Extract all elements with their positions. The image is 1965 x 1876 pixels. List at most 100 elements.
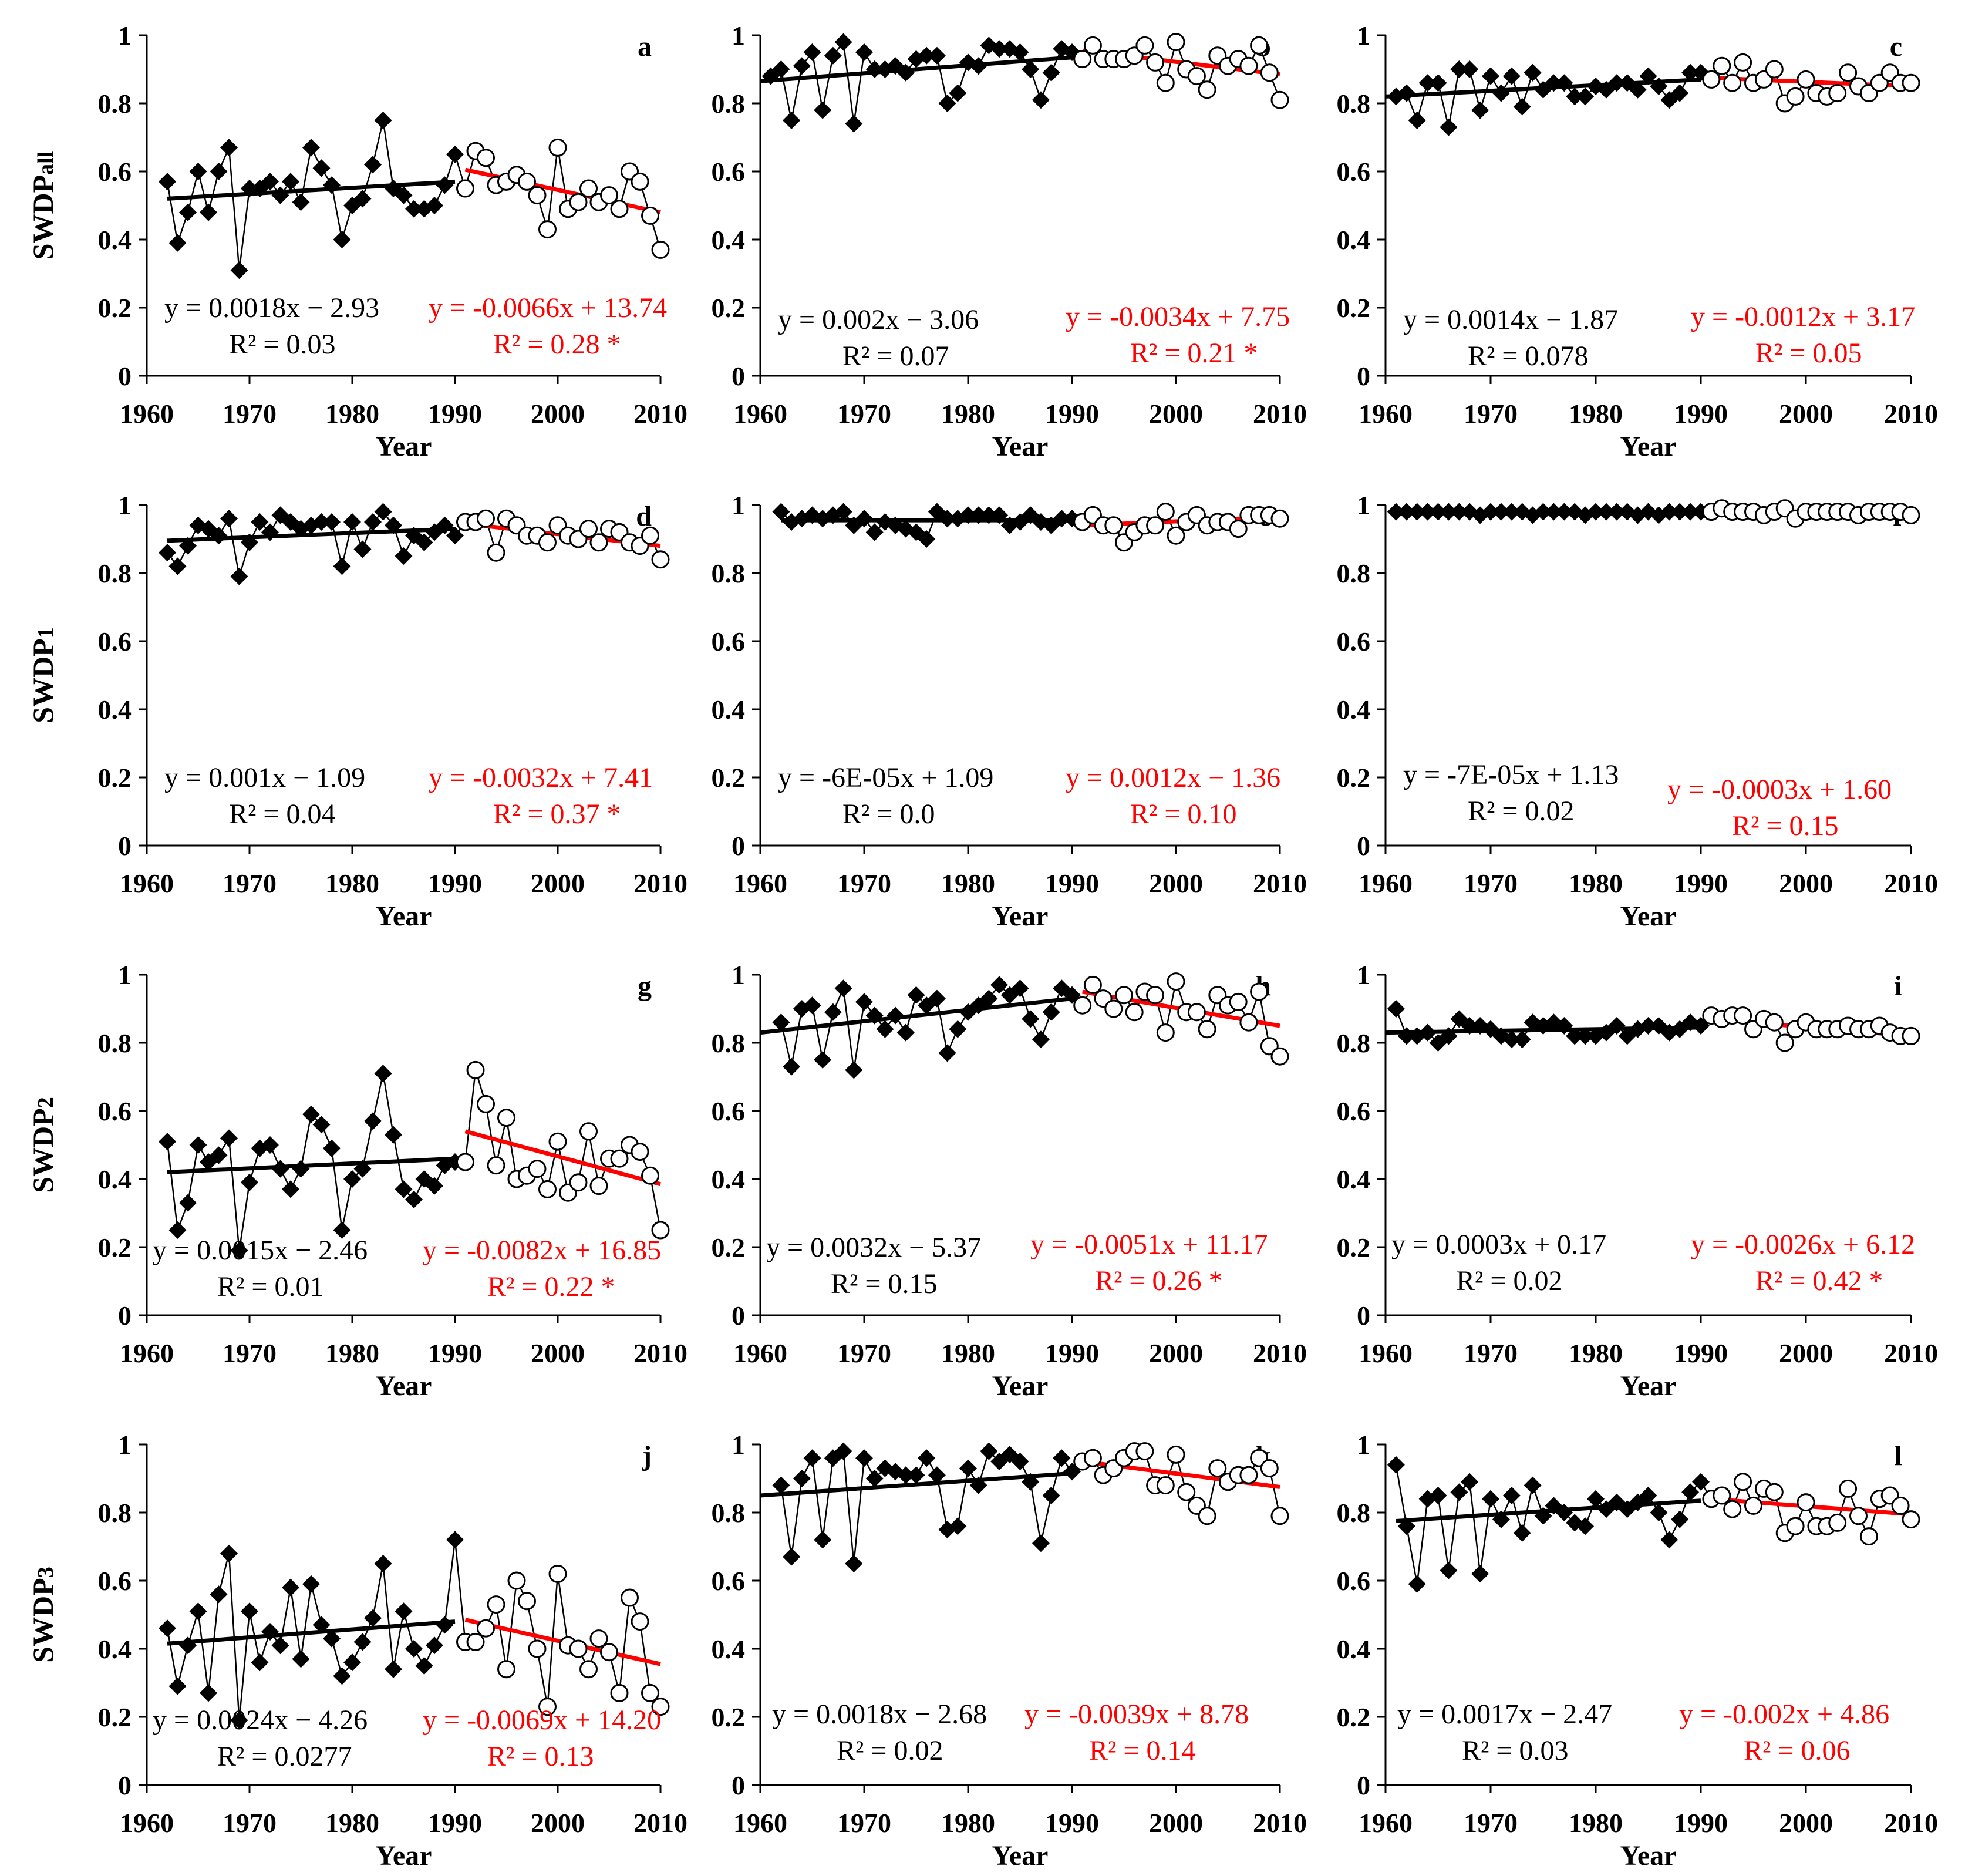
panel-h: 0 0.2 0.4 0.6 0.8 1 1960 1970 1980 1990 2000 2010 Ye… [712, 960, 1307, 1402]
data-point-diamond [179, 1194, 197, 1212]
data-point-diamond [312, 1116, 331, 1134]
data-point-diamond [1011, 1453, 1029, 1470]
y-tick-label: 0.4 [712, 225, 746, 255]
equation-after-1990: y = -0.0034x + 7.75 [1066, 301, 1290, 332]
y-tick-label: 1 [1357, 1430, 1370, 1460]
data-point-circle [1083, 1449, 1102, 1467]
panel-e: 0 0.2 0.4 0.6 0.8 1 1960 1970 1980 1990 2000 2010 Ye… [712, 490, 1307, 932]
trend-line-before-1990 [167, 179, 456, 201]
y-tick-label: 1 [1357, 490, 1370, 520]
x-tick-label: 1990 [1045, 1338, 1099, 1368]
data-point-diamond [1492, 503, 1510, 521]
x-tick-label: 1980 [325, 1338, 379, 1368]
data-point-diamond [1450, 60, 1468, 78]
data-point-circle [589, 1177, 608, 1195]
panel-i: 0 0.2 0.4 0.6 0.8 1 1960 1970 1980 1990 2000 2010 Ye… [1337, 960, 1939, 1402]
data-point-circle [1260, 63, 1279, 82]
data-point-circle [477, 149, 495, 167]
data-point-diamond [168, 1221, 187, 1239]
data-point-diamond [364, 1609, 382, 1627]
x-tick-label: 2010 [1253, 1338, 1307, 1368]
r2-after-1990: R² = 0.06 [1744, 1735, 1850, 1766]
x-tick-label: 1960 [733, 868, 787, 898]
y-tick-label: 0.4 [1337, 1164, 1371, 1194]
r2-after-1990: R² = 0.37 * [493, 799, 621, 830]
data-point-diamond [1555, 503, 1573, 521]
data-point-circle [1902, 1026, 1920, 1045]
data-point-diamond [230, 261, 248, 279]
panel-c: 0 0.2 0.4 0.6 0.8 1 1960 1970 1980 1990 2000 2010 Ye… [1337, 21, 1939, 462]
data-point-diamond [446, 1531, 464, 1549]
data-point-diamond [261, 1623, 279, 1641]
x-tick-label: 1980 [941, 868, 995, 898]
data-point-diamond [845, 1061, 863, 1079]
equation-after-1990: y = -0.0069x + 14.20 [423, 1705, 661, 1736]
data-point-circle [456, 1153, 474, 1171]
x-tick-label: 1980 [1569, 1808, 1623, 1838]
trend-line-before-1990 [760, 996, 1073, 1035]
data-point-circle [538, 1698, 557, 1716]
r2-before-1990: R² = 0.03 [1462, 1735, 1568, 1766]
x-tick-label: 2000 [531, 1808, 585, 1838]
x-tick-label: 2000 [1779, 1338, 1833, 1368]
data-point-circle [1229, 992, 1248, 1011]
data-point-circle [579, 1122, 598, 1141]
x-tick-label: 2010 [1253, 868, 1307, 898]
data-point-diamond [312, 159, 331, 177]
data-point-circle [548, 1132, 567, 1151]
data-point-circle [1167, 972, 1185, 991]
data-point-diamond [251, 1653, 269, 1672]
data-point-diamond [353, 540, 372, 558]
data-point-circle [477, 509, 495, 528]
equation-before-1990: y = 0.0014x − 1.87 [1403, 304, 1618, 335]
data-point-circle [1839, 63, 1858, 82]
data-point-circle [569, 193, 588, 211]
x-tick-label: 2010 [1884, 868, 1938, 898]
data-point-diamond [907, 1466, 925, 1484]
trend-line-before-1990 [167, 1156, 456, 1174]
x-tick-label: 2010 [1253, 399, 1307, 429]
data-point-circle [641, 206, 659, 225]
equation-before-1990: y = 0.0015x − 2.46 [153, 1235, 368, 1266]
data-point-diamond [1671, 503, 1689, 521]
y-tick-label: 0.4 [98, 1164, 132, 1194]
r2-after-1990: R² = 0.26 * [1095, 1265, 1222, 1296]
data-point-diamond [333, 557, 351, 575]
data-point-circle [641, 1683, 659, 1702]
data-point-diamond [395, 547, 413, 565]
x-axis-title: Year [992, 1840, 1049, 1871]
data-point-diamond [896, 1023, 915, 1042]
data-point-diamond [855, 1449, 873, 1467]
x-axis-title: Year [376, 901, 432, 932]
data-point-diamond [1555, 1504, 1573, 1521]
data-point-diamond [1482, 1490, 1499, 1508]
data-point-circle [1744, 1496, 1762, 1515]
r2-before-1990: R² = 0.15 [831, 1268, 937, 1299]
data-point-diamond [436, 516, 454, 534]
panel-j: 0 0.2 0.4 0.6 0.8 1 1960 1970 1980 1990 2000 2010 Ye… [26, 1430, 687, 1871]
x-tick-label: 1990 [428, 868, 482, 898]
data-point-diamond [814, 1531, 832, 1549]
data-point-diamond [772, 60, 790, 78]
data-point-diamond [928, 46, 946, 65]
r2-after-1990: R² = 0.42 * [1755, 1265, 1883, 1296]
y-tick-label: 0.2 [1337, 293, 1371, 323]
data-point-diamond [1555, 1017, 1573, 1035]
data-point-circle [528, 186, 547, 205]
data-point-circle [569, 1639, 588, 1658]
x-tick-label: 1990 [1674, 868, 1728, 898]
y-tick-label: 0.8 [712, 1498, 746, 1528]
r2-after-1990: R² = 0.22 * [487, 1271, 615, 1302]
data-point-diamond [436, 176, 454, 194]
data-point-circle [1713, 1486, 1731, 1505]
equation-before-1990: y = 0.001x − 1.09 [164, 762, 365, 793]
data-point-diamond [865, 1006, 884, 1025]
data-point-diamond [323, 176, 341, 194]
data-point-diamond [271, 186, 289, 204]
y-tick-label: 0.6 [98, 157, 132, 187]
r2-before-1990: R² = 0.02 [1456, 1265, 1562, 1296]
data-point-diamond [1397, 84, 1415, 102]
x-axis-title: Year [1620, 1840, 1677, 1871]
data-point-diamond [1513, 97, 1531, 116]
data-point-circle [1104, 999, 1123, 1018]
